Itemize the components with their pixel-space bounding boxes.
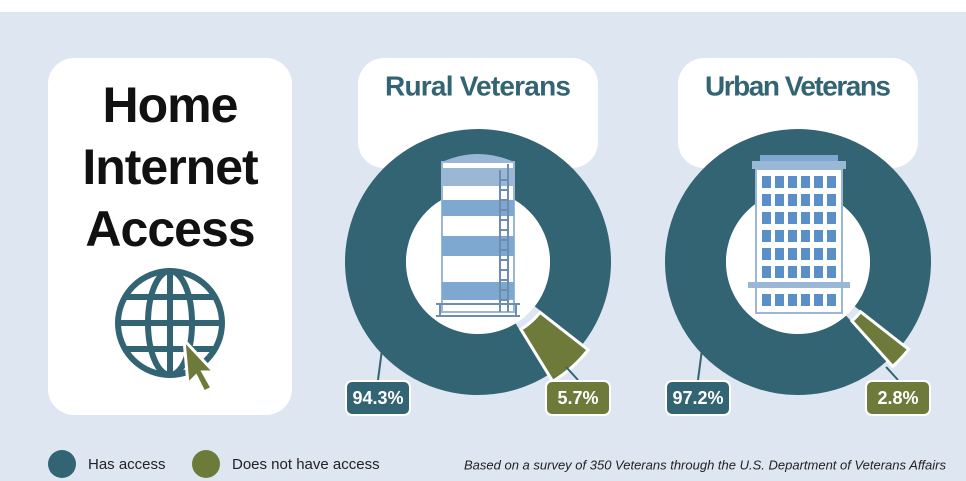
value-label: 97.2%	[672, 388, 723, 408]
window	[775, 248, 784, 260]
window	[814, 194, 823, 206]
silo-icon	[436, 154, 520, 317]
label-box	[345, 380, 411, 416]
window	[762, 194, 771, 206]
window	[775, 294, 784, 306]
window	[827, 230, 836, 242]
window	[788, 294, 797, 306]
donut-slice	[849, 309, 911, 369]
label-box	[865, 380, 931, 416]
title-card	[48, 58, 292, 415]
window	[788, 230, 797, 242]
legend-label: Has access	[88, 456, 166, 473]
leader-line	[885, 366, 899, 381]
window	[814, 294, 823, 306]
window	[827, 266, 836, 278]
label-box	[665, 380, 731, 416]
window	[827, 248, 836, 260]
leader-line	[377, 348, 384, 381]
window	[788, 194, 797, 206]
window	[827, 194, 836, 206]
window	[827, 294, 836, 306]
window	[801, 212, 810, 224]
window	[788, 176, 797, 188]
window	[801, 194, 810, 206]
leader-line	[697, 348, 704, 381]
donut-slice	[518, 310, 591, 384]
window	[762, 294, 771, 306]
window	[775, 266, 784, 278]
window	[801, 248, 810, 260]
window	[814, 266, 823, 278]
window	[814, 248, 823, 260]
main-title: Home Internet Access	[82, 77, 258, 257]
chart-title: Rural Veterans	[385, 70, 571, 101]
card	[358, 58, 598, 168]
window	[827, 176, 836, 188]
value-label: 94.3%	[352, 388, 403, 408]
window	[814, 230, 823, 242]
window	[801, 294, 810, 306]
window	[788, 266, 797, 278]
window	[801, 266, 810, 278]
donut-slice	[345, 128, 612, 396]
window	[762, 266, 771, 278]
window	[775, 194, 784, 206]
window	[775, 212, 784, 224]
value-label: 2.8%	[877, 388, 918, 408]
window	[788, 248, 797, 260]
legend-label: Does not have access	[232, 456, 380, 473]
cursor-icon	[182, 335, 218, 395]
window	[775, 230, 784, 242]
window	[775, 176, 784, 188]
window	[762, 230, 771, 242]
legend-swatch	[48, 450, 76, 478]
leader-line	[565, 366, 579, 381]
window	[762, 248, 771, 260]
window	[814, 176, 823, 188]
window	[788, 212, 797, 224]
window	[814, 212, 823, 224]
chart-title: Urban Veterans	[705, 70, 891, 101]
globe-icon	[115, 268, 225, 378]
window	[801, 176, 810, 188]
value-label: 5.7%	[557, 388, 598, 408]
label-box	[545, 380, 611, 416]
legend-swatch	[192, 450, 220, 478]
donut-slice	[665, 128, 932, 395]
footnote: Based on a survey of 350 Veterans throug…	[464, 457, 946, 472]
office-icon	[748, 155, 850, 314]
window	[801, 230, 810, 242]
card	[678, 58, 918, 168]
window	[762, 176, 771, 188]
window	[827, 212, 836, 224]
window	[762, 212, 771, 224]
